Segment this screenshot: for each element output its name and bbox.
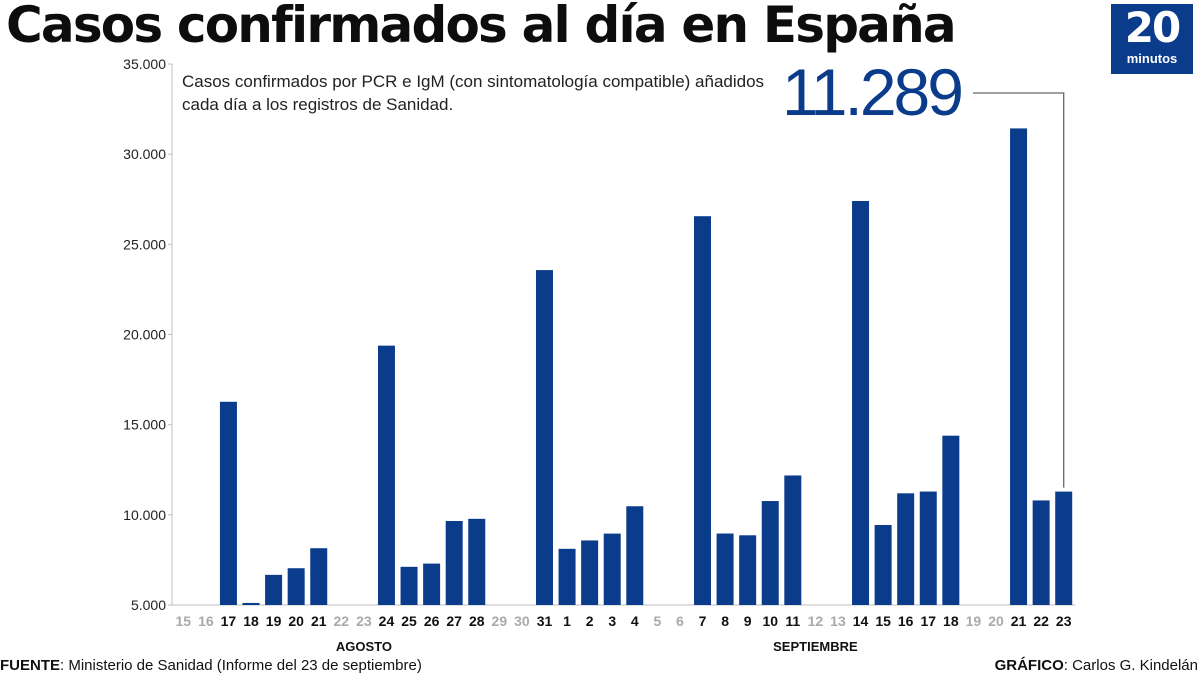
x-tick-label: 2 [586,613,594,629]
highlight-value: 11.289 [782,55,964,129]
x-tick-label: 11 [785,613,800,629]
bar [445,521,463,605]
x-tick-label: 30 [514,613,530,629]
x-tick-label: 6 [676,613,684,629]
x-tick-label: 1 [563,613,571,629]
bar [919,491,937,605]
credit-text: : Carlos G. Kindelán [1063,657,1198,674]
y-tick-label: 15.000 [123,417,166,433]
bar [739,535,757,605]
logo-number: 20 [1124,3,1181,52]
x-tick-label: 21 [311,613,327,629]
y-tick-label: 20.000 [123,327,166,343]
chart-title: Casos confirmados al día en España [6,0,957,54]
bar [310,548,328,605]
x-tick-label: 10 [762,613,778,629]
bar [581,540,599,605]
bar [558,548,576,605]
x-tick-label: 22 [334,613,350,629]
x-tick-label: 19 [966,613,982,629]
bar [942,435,960,605]
x-tick-label: 23 [356,613,372,629]
annotation-leader-line [973,92,1065,488]
bar [1055,491,1073,605]
x-tick-label: 29 [492,613,508,629]
x-tick-label: 18 [943,613,959,629]
x-tick-label: 31 [537,613,553,629]
bar [265,574,283,605]
x-tick-label: 27 [446,613,462,629]
bar [874,524,892,605]
logo-word: minutos [1126,51,1178,66]
x-tick-label: 14 [853,613,869,629]
x-tick-label: 20 [288,613,304,629]
x-tick-label: 19 [266,613,282,629]
source-note: FUENTE: Ministerio de Sanidad (Informe d… [0,657,422,674]
x-tick-label: 9 [744,613,752,629]
bar [468,518,486,605]
x-tick-label: 4 [631,613,639,629]
credit-label: GRÁFICO [994,657,1064,674]
x-tick-label: 13 [830,613,846,629]
y-tick-label: 25.000 [123,236,166,252]
x-tick-label: 3 [608,613,616,629]
y-tick-label: 10.000 [123,507,166,523]
x-tick-label: 25 [401,613,417,629]
x-tick-label: 7 [699,613,707,629]
bar [535,270,553,605]
credit-note: GRÁFICO: Carlos G. Kindelán [995,657,1198,674]
bar [400,566,418,605]
x-tick-label: 15 [875,613,891,629]
x-tick-label: 21 [1011,613,1027,629]
x-tick-label: 20 [988,613,1004,629]
x-tick-label: 18 [243,613,259,629]
bar [852,200,870,605]
brand-logo: 20 minutos [1111,4,1193,74]
x-tick-label: 26 [424,613,440,629]
bar [377,345,395,605]
bar [1010,128,1028,605]
y-tick-label: 5.000 [131,597,166,613]
x-tick-label: 8 [721,613,729,629]
bar [626,506,644,605]
y-tick-label: 30.000 [123,146,166,162]
bar [897,493,915,605]
bar [1032,500,1050,605]
x-tick-label: 17 [221,613,237,629]
bar [694,216,712,605]
x-tick-label: 24 [379,613,395,629]
chart-subtitle: Casos confirmados por PCR e IgM (con sin… [182,72,765,114]
bar [784,475,802,605]
x-tick-label: 17 [920,613,936,629]
x-tick-label: 15 [175,613,191,629]
bar [219,401,237,605]
source-text: : Ministerio de Sanidad (Informe del 23 … [60,657,422,674]
x-tick-label: 12 [808,613,824,629]
source-label: FUENTE [0,657,60,674]
month-label: AGOSTO [336,639,392,654]
x-tick-label: 16 [198,613,214,629]
month-label: SEPTIEMBRE [773,639,858,654]
y-tick-label: 35.000 [123,56,166,72]
bar [716,533,734,605]
x-tick-label: 23 [1056,613,1072,629]
bar [603,533,621,605]
x-tick-label: 28 [469,613,485,629]
bar [242,602,260,605]
bar [423,563,441,605]
x-tick-label: 22 [1033,613,1049,629]
bar [287,568,305,605]
bar [761,501,779,605]
x-tick-label: 5 [653,613,661,629]
x-tick-label: 16 [898,613,914,629]
